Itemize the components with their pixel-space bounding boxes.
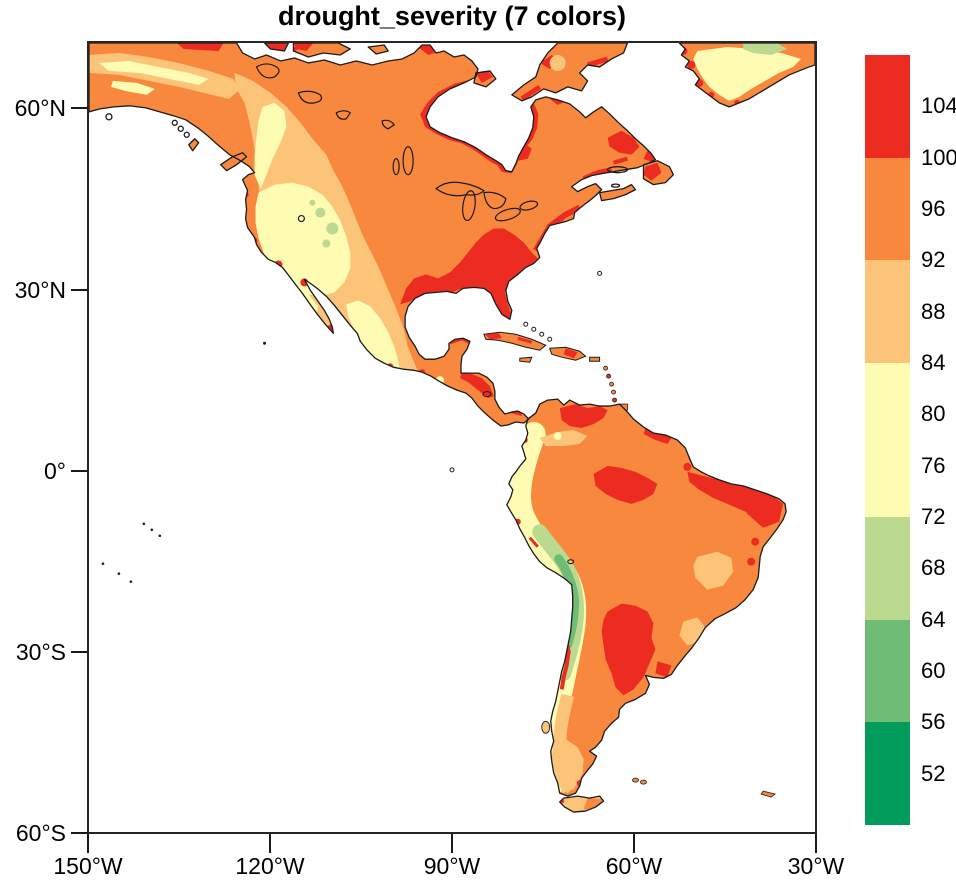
map-plot-area — [87, 41, 817, 834]
coastline-outlines — [89, 43, 787, 813]
y-axis-tick — [71, 107, 88, 109]
x-axis-tick-label: 90°W — [423, 853, 481, 879]
colorbar-boundary-label: 72 — [921, 504, 946, 529]
colorbar-boundary-label: 68 — [921, 555, 946, 581]
colorbar-segment — [865, 311, 910, 363]
x-axis-tick — [451, 834, 453, 853]
colorbar-segment — [865, 362, 910, 415]
y-axis-tick — [71, 470, 88, 472]
colorbar-segment — [865, 157, 910, 209]
y-axis-tick-label: 30°S — [15, 639, 66, 665]
colorbar-segment — [865, 568, 910, 620]
colorbar-segment — [865, 414, 910, 466]
x-axis-tick — [815, 834, 817, 853]
colorbar-boundary-label: 64 — [921, 606, 946, 632]
colorbar-boundary-label: 92 — [921, 247, 946, 273]
colorbar-boundary-label: 56 — [921, 709, 946, 735]
colorbar-segment — [865, 55, 910, 107]
colorbar-segment — [865, 465, 910, 517]
colorbar-segment — [865, 208, 910, 261]
y-axis-tick — [71, 651, 88, 653]
y-axis-tick-label: 30°N — [14, 277, 66, 303]
colorbar-boundary-label: 52 — [921, 760, 946, 786]
y-axis-tick-label: 60°S — [15, 820, 66, 846]
map-north-america — [89, 43, 674, 427]
colorbar-boundary-label: 100 — [921, 144, 956, 170]
map-greenland — [678, 43, 815, 108]
plot-title: drought_severity (7 colors) — [277, 1, 627, 31]
colorbar — [865, 55, 910, 825]
colorbar-boundary-label: 60 — [921, 658, 946, 683]
x-axis-tick — [633, 834, 635, 853]
ocean-islands — [101, 341, 777, 798]
x-axis-tick — [87, 834, 89, 853]
x-axis-tick-label: 30°W — [787, 853, 845, 879]
lakes-outlines — [255, 63, 539, 223]
y-axis-tick — [71, 289, 88, 291]
map-svg — [89, 43, 815, 813]
colorbar-segment — [865, 260, 910, 312]
x-axis-tick-label: 60°W — [605, 853, 663, 879]
colorbar-segment — [865, 773, 910, 825]
y-axis-tick-label: 0° — [44, 458, 66, 484]
colorbar-boundary-label: 84 — [921, 350, 946, 375]
map-south-america — [482, 391, 787, 813]
colorbar-boundary-label: 76 — [921, 452, 946, 478]
x-axis-tick-label: 120°W — [235, 853, 305, 879]
colorbar-segment — [865, 516, 910, 569]
y-axis-tick-label: 60°N — [14, 95, 66, 121]
x-axis-tick-label: 150°W — [53, 853, 123, 879]
colorbar-segment — [865, 722, 910, 774]
colorbar-boundary-label: 104 — [921, 93, 956, 119]
colorbar-boundary-label: 88 — [921, 298, 946, 324]
map-caribbean — [483, 270, 628, 411]
colorbar-segment — [865, 619, 910, 671]
y-axis-tick — [71, 832, 88, 834]
colorbar-boundary-label: 80 — [921, 401, 946, 427]
colorbar-segment — [865, 106, 910, 158]
x-axis-tick — [269, 834, 271, 853]
colorbar-segment — [865, 670, 910, 723]
colorbar-boundary-label: 96 — [921, 196, 946, 221]
